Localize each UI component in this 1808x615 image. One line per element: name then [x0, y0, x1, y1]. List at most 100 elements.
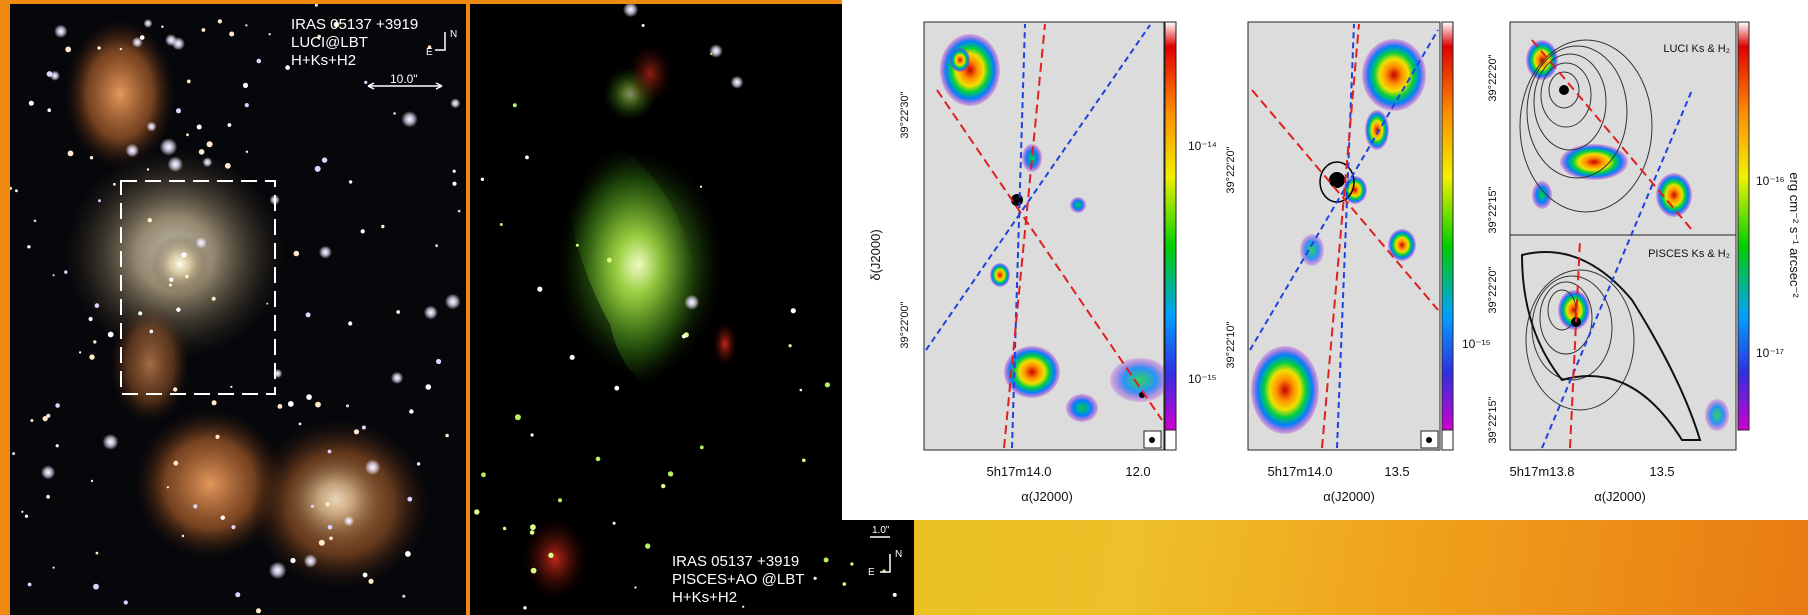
star	[525, 155, 529, 160]
star	[474, 509, 480, 515]
star	[321, 157, 328, 163]
plot1-cbar-tick-1: 10⁻¹⁴	[1188, 139, 1217, 153]
star	[217, 19, 222, 24]
plot3-cbar-tick-2: 10⁻¹⁷	[1756, 346, 1784, 360]
star	[24, 514, 29, 518]
star	[169, 277, 174, 282]
star	[396, 310, 401, 314]
star	[361, 425, 366, 430]
star	[173, 460, 179, 466]
star	[303, 554, 318, 568]
star	[667, 471, 674, 477]
star	[230, 385, 233, 388]
star	[823, 557, 829, 563]
star	[645, 543, 651, 549]
star	[79, 351, 82, 354]
star	[21, 510, 24, 513]
star	[102, 433, 119, 450]
plot1-xtick-1: 5h17m14.0	[986, 464, 1051, 479]
star	[256, 58, 262, 64]
plot3-cbar-unit: erg cm⁻² s⁻¹ arcsec⁻²	[1787, 172, 1802, 298]
plot-1: 5h17m14.0 12.0 α(J2000) δ(J2000) 39°22'3…	[868, 21, 1217, 504]
star	[54, 24, 68, 38]
star	[46, 413, 51, 418]
plot1-ylabel: δ(J2000)	[868, 229, 883, 280]
star	[530, 524, 536, 531]
star	[266, 302, 269, 305]
star-field	[474, 4, 903, 610]
star	[181, 252, 187, 258]
plot3-ytick-bottom-2: 39°22'15"	[1487, 396, 1499, 443]
star	[435, 244, 438, 248]
star	[146, 121, 157, 132]
star	[699, 185, 703, 188]
star	[256, 608, 261, 614]
star	[327, 524, 333, 530]
star	[67, 150, 74, 157]
plot2-xlabel: α(J2000)	[1323, 489, 1375, 504]
star	[10, 186, 12, 190]
star	[445, 433, 449, 438]
star	[824, 382, 830, 388]
plot3-label-bottom: PISCES Ks & H₂	[1648, 248, 1730, 260]
star	[287, 401, 294, 407]
star	[186, 79, 191, 84]
star	[523, 606, 527, 610]
scale-bar-label: 1.0"	[872, 525, 890, 536]
star	[181, 534, 185, 538]
star	[405, 551, 411, 557]
star	[575, 243, 579, 247]
star	[842, 582, 847, 586]
star	[196, 124, 202, 130]
star	[206, 141, 213, 148]
luci-image	[10, 4, 461, 614]
star	[143, 18, 153, 28]
star	[348, 180, 353, 184]
star	[452, 181, 457, 186]
star	[343, 516, 354, 527]
star	[65, 46, 72, 53]
star	[166, 486, 169, 489]
star	[315, 401, 321, 408]
star	[788, 344, 792, 348]
luci-label-line-1: IRAS 05137 +3919	[291, 16, 419, 33]
star	[444, 293, 461, 310]
star	[569, 354, 575, 360]
star	[97, 46, 101, 50]
star	[242, 82, 249, 88]
star	[699, 445, 704, 450]
star	[480, 177, 485, 181]
star	[530, 567, 537, 574]
compass-east-label: E	[426, 47, 433, 58]
compass-north-label: N	[450, 29, 458, 40]
star	[220, 515, 225, 520]
star	[499, 223, 503, 226]
star	[89, 354, 95, 360]
star	[684, 294, 700, 310]
luci-image-panel: IRAS 05137 +3919 LUCI@LBT H+Ks+H2 N E 10…	[10, 4, 466, 615]
star	[681, 334, 686, 339]
pisces-label-line-3: H+Ks+H2	[672, 589, 738, 606]
star	[52, 566, 55, 569]
star	[198, 149, 205, 155]
star	[171, 37, 185, 51]
star	[52, 274, 55, 277]
star	[802, 458, 806, 463]
plot1-cbar-tick-2: 10⁻¹⁵	[1188, 372, 1217, 386]
pisces-image-panel: IRAS 05137 +3919 PISCES+AO @LBT H+Ks+H2 …	[470, 4, 914, 615]
star	[159, 138, 178, 156]
star	[364, 80, 368, 84]
star	[452, 169, 456, 173]
star	[227, 123, 232, 127]
star	[89, 156, 94, 160]
star	[244, 103, 249, 108]
star	[360, 229, 365, 234]
star	[64, 270, 68, 274]
star	[317, 34, 322, 39]
star	[425, 384, 432, 390]
star	[27, 245, 31, 249]
star	[88, 316, 93, 322]
star	[514, 414, 521, 421]
star	[622, 4, 639, 18]
star	[641, 24, 645, 27]
